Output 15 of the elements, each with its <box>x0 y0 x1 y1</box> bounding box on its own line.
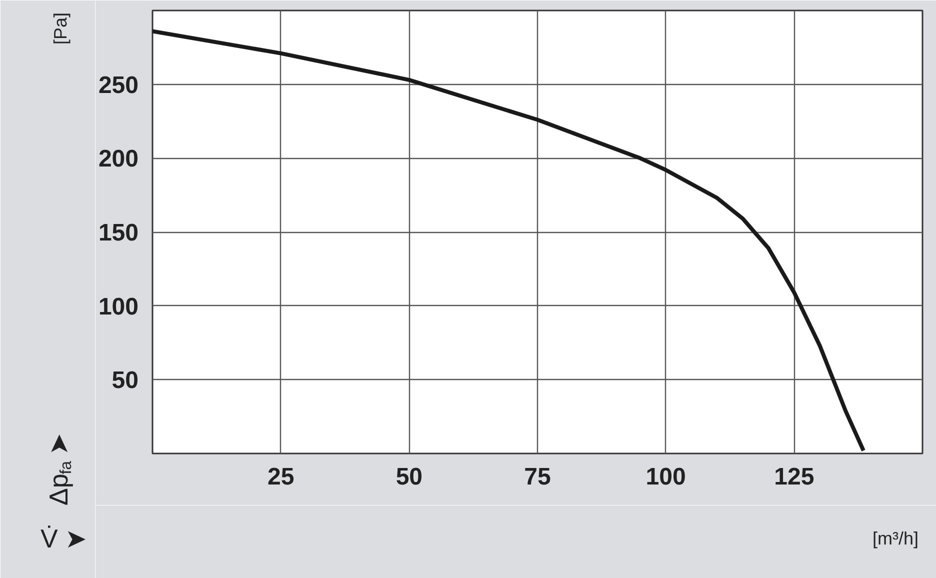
x-tick-label: 50 <box>396 464 423 490</box>
y-tick-label: 100 <box>98 293 139 320</box>
y-tick-label: 250 <box>98 72 139 99</box>
y-tick-label: 50 <box>112 367 139 394</box>
x-tick-label: 75 <box>524 464 551 490</box>
line-series <box>152 29 866 453</box>
x-tick-label: 100 <box>646 464 686 490</box>
y-tick-label: 150 <box>98 220 139 246</box>
text: [Pa] <box>50 12 70 45</box>
x-tick-label: 125 <box>774 464 814 490</box>
y-axis-title: Δpfa ➤ <box>44 433 75 506</box>
x-axis-title: V̇ ➤ <box>40 524 88 554</box>
x-tick-label: 25 <box>267 464 294 490</box>
y-tick-label: 200 <box>98 146 139 173</box>
text: [m³/h] <box>872 528 919 548</box>
